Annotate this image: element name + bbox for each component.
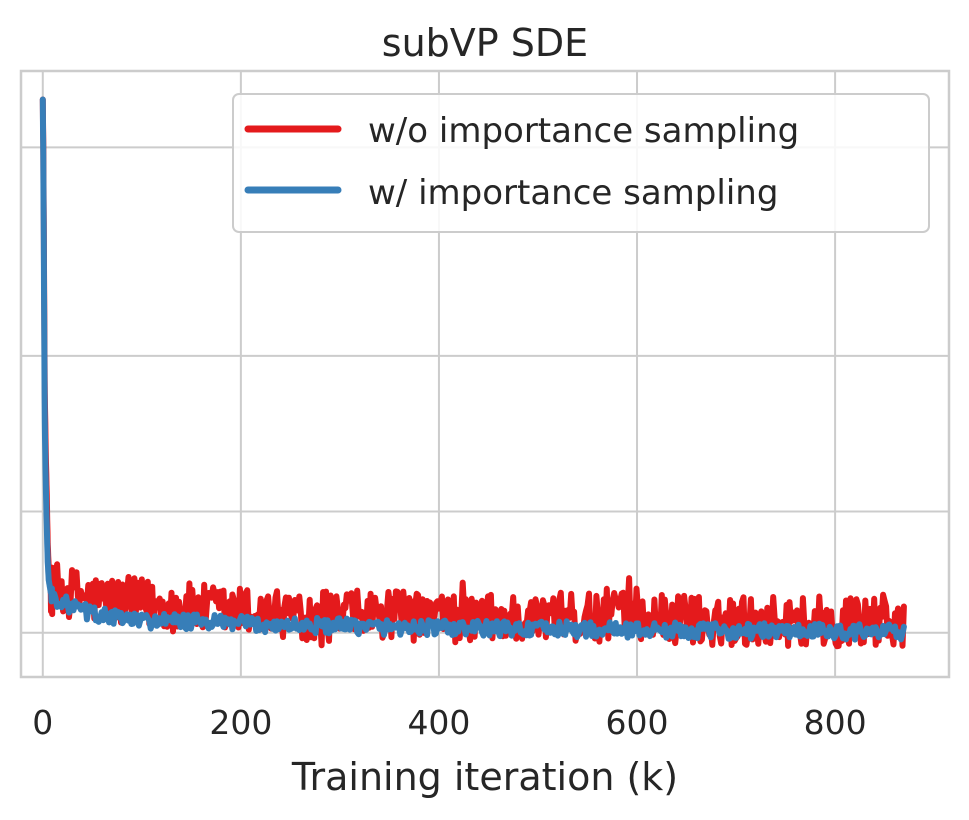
legend-label-w-importance: w/ importance sampling — [368, 173, 778, 213]
legend-label-wo-importance: w/o importance sampling — [368, 111, 799, 151]
x-tick-label: 600 — [606, 703, 669, 742]
series-layer — [39, 96, 907, 650]
chart-title: subVP SDE — [382, 21, 588, 65]
x-tick-label: 200 — [209, 703, 272, 742]
series-line-w-importance — [39, 96, 907, 643]
x-tick-label: 0 — [32, 703, 53, 742]
plot-frame — [19, 69, 951, 679]
x-tick-labels: 0 200 400 600 800 — [32, 703, 866, 742]
x-tick-label: 400 — [407, 703, 470, 742]
x-axis-label: Training iteration (k) — [291, 755, 678, 799]
legend-box — [232, 93, 930, 233]
legend: w/o importance sampling w/ importance sa… — [232, 93, 930, 233]
x-tick-label: 800 — [804, 703, 867, 742]
